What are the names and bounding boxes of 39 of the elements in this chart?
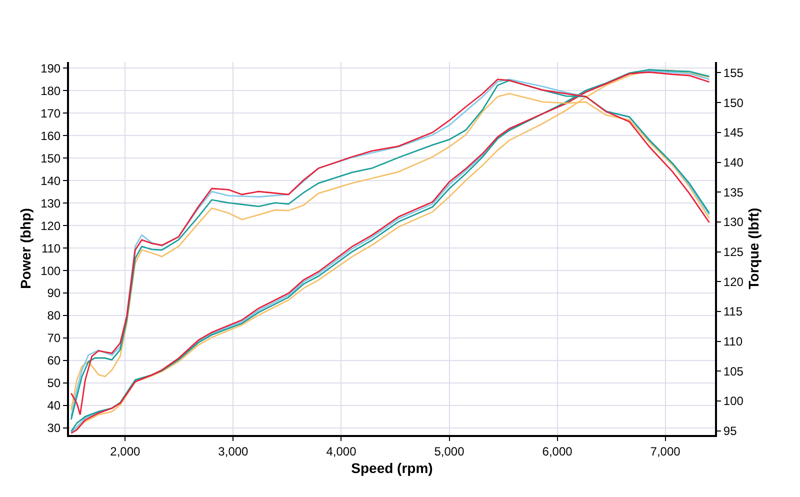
x-tick-label: 6,000: [542, 444, 573, 458]
y-tick-label: 180: [40, 84, 61, 98]
x-axis-title: Speed (rpm): [351, 460, 433, 476]
y-tick-label: 50: [47, 376, 61, 390]
y-tick-label: 110: [41, 241, 61, 256]
y2-tick-label: 145: [723, 126, 744, 140]
y2-tick-label: 140: [723, 155, 744, 170]
y2-tick-label: 125: [723, 244, 744, 259]
y-tick-label: 160: [40, 128, 61, 143]
y2-tick-label: 100: [723, 394, 744, 408]
y-tick-label: 40: [47, 398, 61, 413]
y2-tick-label: 150: [723, 96, 744, 110]
y2-tick-label: 95: [723, 424, 738, 438]
y-tick-label: 80: [47, 308, 61, 323]
y2-tick-label: 120: [723, 274, 744, 289]
y2-tick-label: 110: [723, 334, 743, 348]
x-tick-label: 5,000: [434, 444, 465, 458]
y2-axis-title: Torque (lbft): [746, 208, 762, 290]
y-tick-label: 100: [40, 264, 61, 278]
y-tick-label: 120: [40, 218, 61, 233]
y-tick-label: 130: [40, 196, 61, 210]
y-tick-label: 60: [47, 354, 61, 368]
y-tick-label: 150: [40, 151, 61, 166]
y2-tick-label: 135: [723, 185, 744, 200]
x-tick-label: 4,000: [326, 444, 357, 458]
y-tick-label: 190: [40, 61, 61, 76]
y2-tick-label: 155: [723, 66, 744, 80]
y-tick-label: 140: [40, 174, 61, 188]
y-tick-label: 30: [47, 421, 61, 436]
y2-tick-label: 130: [723, 215, 744, 230]
x-tick-label: 2,000: [110, 444, 141, 458]
y2-tick-label: 105: [723, 364, 744, 378]
x-tick-label: 3,000: [218, 444, 249, 458]
y-tick-label: 170: [40, 106, 61, 120]
x-tick-label: 7,000: [650, 444, 681, 458]
y-tick-label: 90: [47, 286, 61, 300]
y-tick-label: 70: [47, 331, 61, 346]
y2-tick-label: 115: [723, 304, 743, 319]
y-axis-title: Power (bhp): [18, 208, 34, 289]
